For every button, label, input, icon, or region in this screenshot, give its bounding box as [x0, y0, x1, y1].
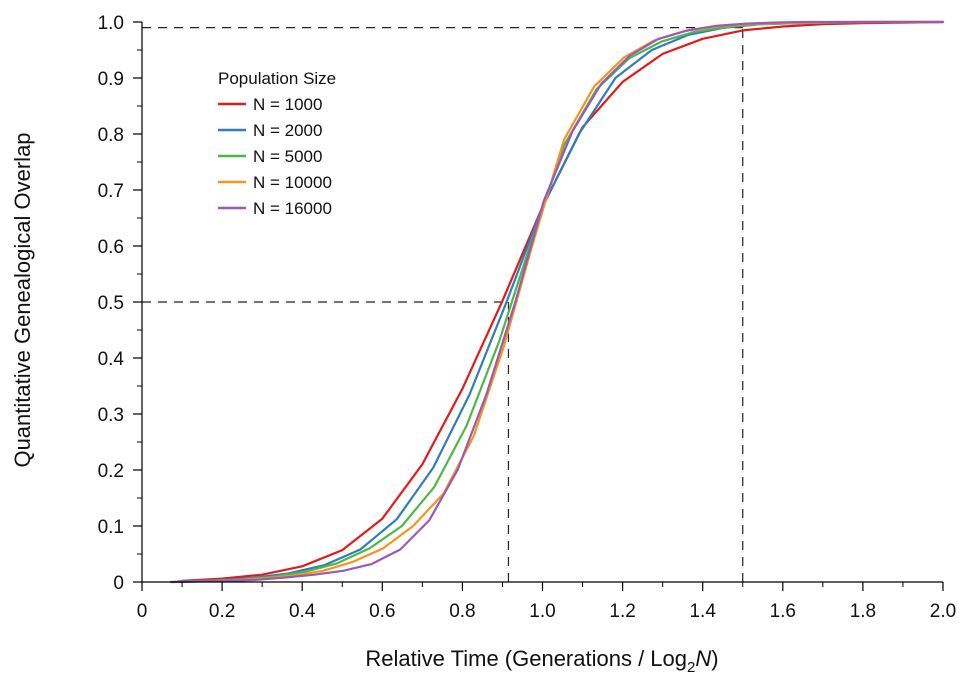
x-tick-label: 1.6 — [770, 601, 796, 622]
y-tick-label: 1.0 — [98, 13, 124, 34]
x-tick-label: 0 — [137, 601, 148, 622]
legend-label: N = 1000 — [253, 95, 322, 114]
legend-label: N = 2000 — [253, 121, 322, 140]
y-tick-label: 0.1 — [98, 517, 124, 538]
y-tick-label: 0.5 — [98, 293, 124, 314]
y-tick-label: 0.9 — [98, 69, 124, 90]
y-axis-title: Quantitative Genealogical Overlap — [10, 132, 35, 467]
x-axis-title-subscript: 2 — [687, 659, 695, 674]
x-tick-label: 0.2 — [209, 601, 235, 622]
x-tick-label: 1.4 — [689, 601, 716, 622]
legend: Population Size N = 1000 N = 2000 N = 5000… — [218, 69, 336, 218]
x-axis-title-close: ) — [711, 646, 718, 671]
reference-lines — [142, 27, 744, 582]
x-tick-label: 0.4 — [289, 601, 316, 622]
y-tick-label: 0.2 — [98, 461, 124, 482]
x-axis-title-italic: N — [695, 646, 711, 671]
x-axis-title: Relative Time (Generations / Log2N) — [365, 646, 718, 674]
x-tick-label: 0.8 — [449, 601, 475, 622]
x-tick-label: 0.6 — [369, 601, 395, 622]
y-tick-label: 0.6 — [98, 237, 124, 258]
legend-label: N = 16000 — [253, 199, 332, 218]
y-tick-label: 0 — [113, 573, 124, 594]
x-tick-label: 1.0 — [529, 601, 555, 622]
x-tick-label: 1.2 — [609, 601, 635, 622]
x-axis-title-main: Relative Time (Generations / Log — [365, 646, 687, 671]
legend-title: Population Size — [218, 69, 336, 88]
x-tick-label: 1.8 — [850, 601, 876, 622]
y-tick-label: 0.8 — [98, 125, 124, 146]
y-tick-label: 0.4 — [98, 349, 125, 370]
y-axis: 0 0.1 0.2 0.3 0.4 0.5 0.6 0.7 0.8 0.9 1.0 — [98, 13, 142, 594]
series-lines — [169, 20, 945, 584]
x-tick-label: 2.0 — [930, 601, 956, 622]
series-line — [169, 20, 945, 584]
y-tick-label: 0.3 — [98, 405, 124, 426]
x-axis: 0 0.2 0.4 0.6 0.8 1.0 1.2 1.4 1.6 1.8 2.0 — [137, 582, 956, 622]
y-tick-label: 0.7 — [98, 181, 124, 202]
legend-label: N = 10000 — [253, 173, 332, 192]
legend-label: N = 5000 — [253, 147, 322, 166]
